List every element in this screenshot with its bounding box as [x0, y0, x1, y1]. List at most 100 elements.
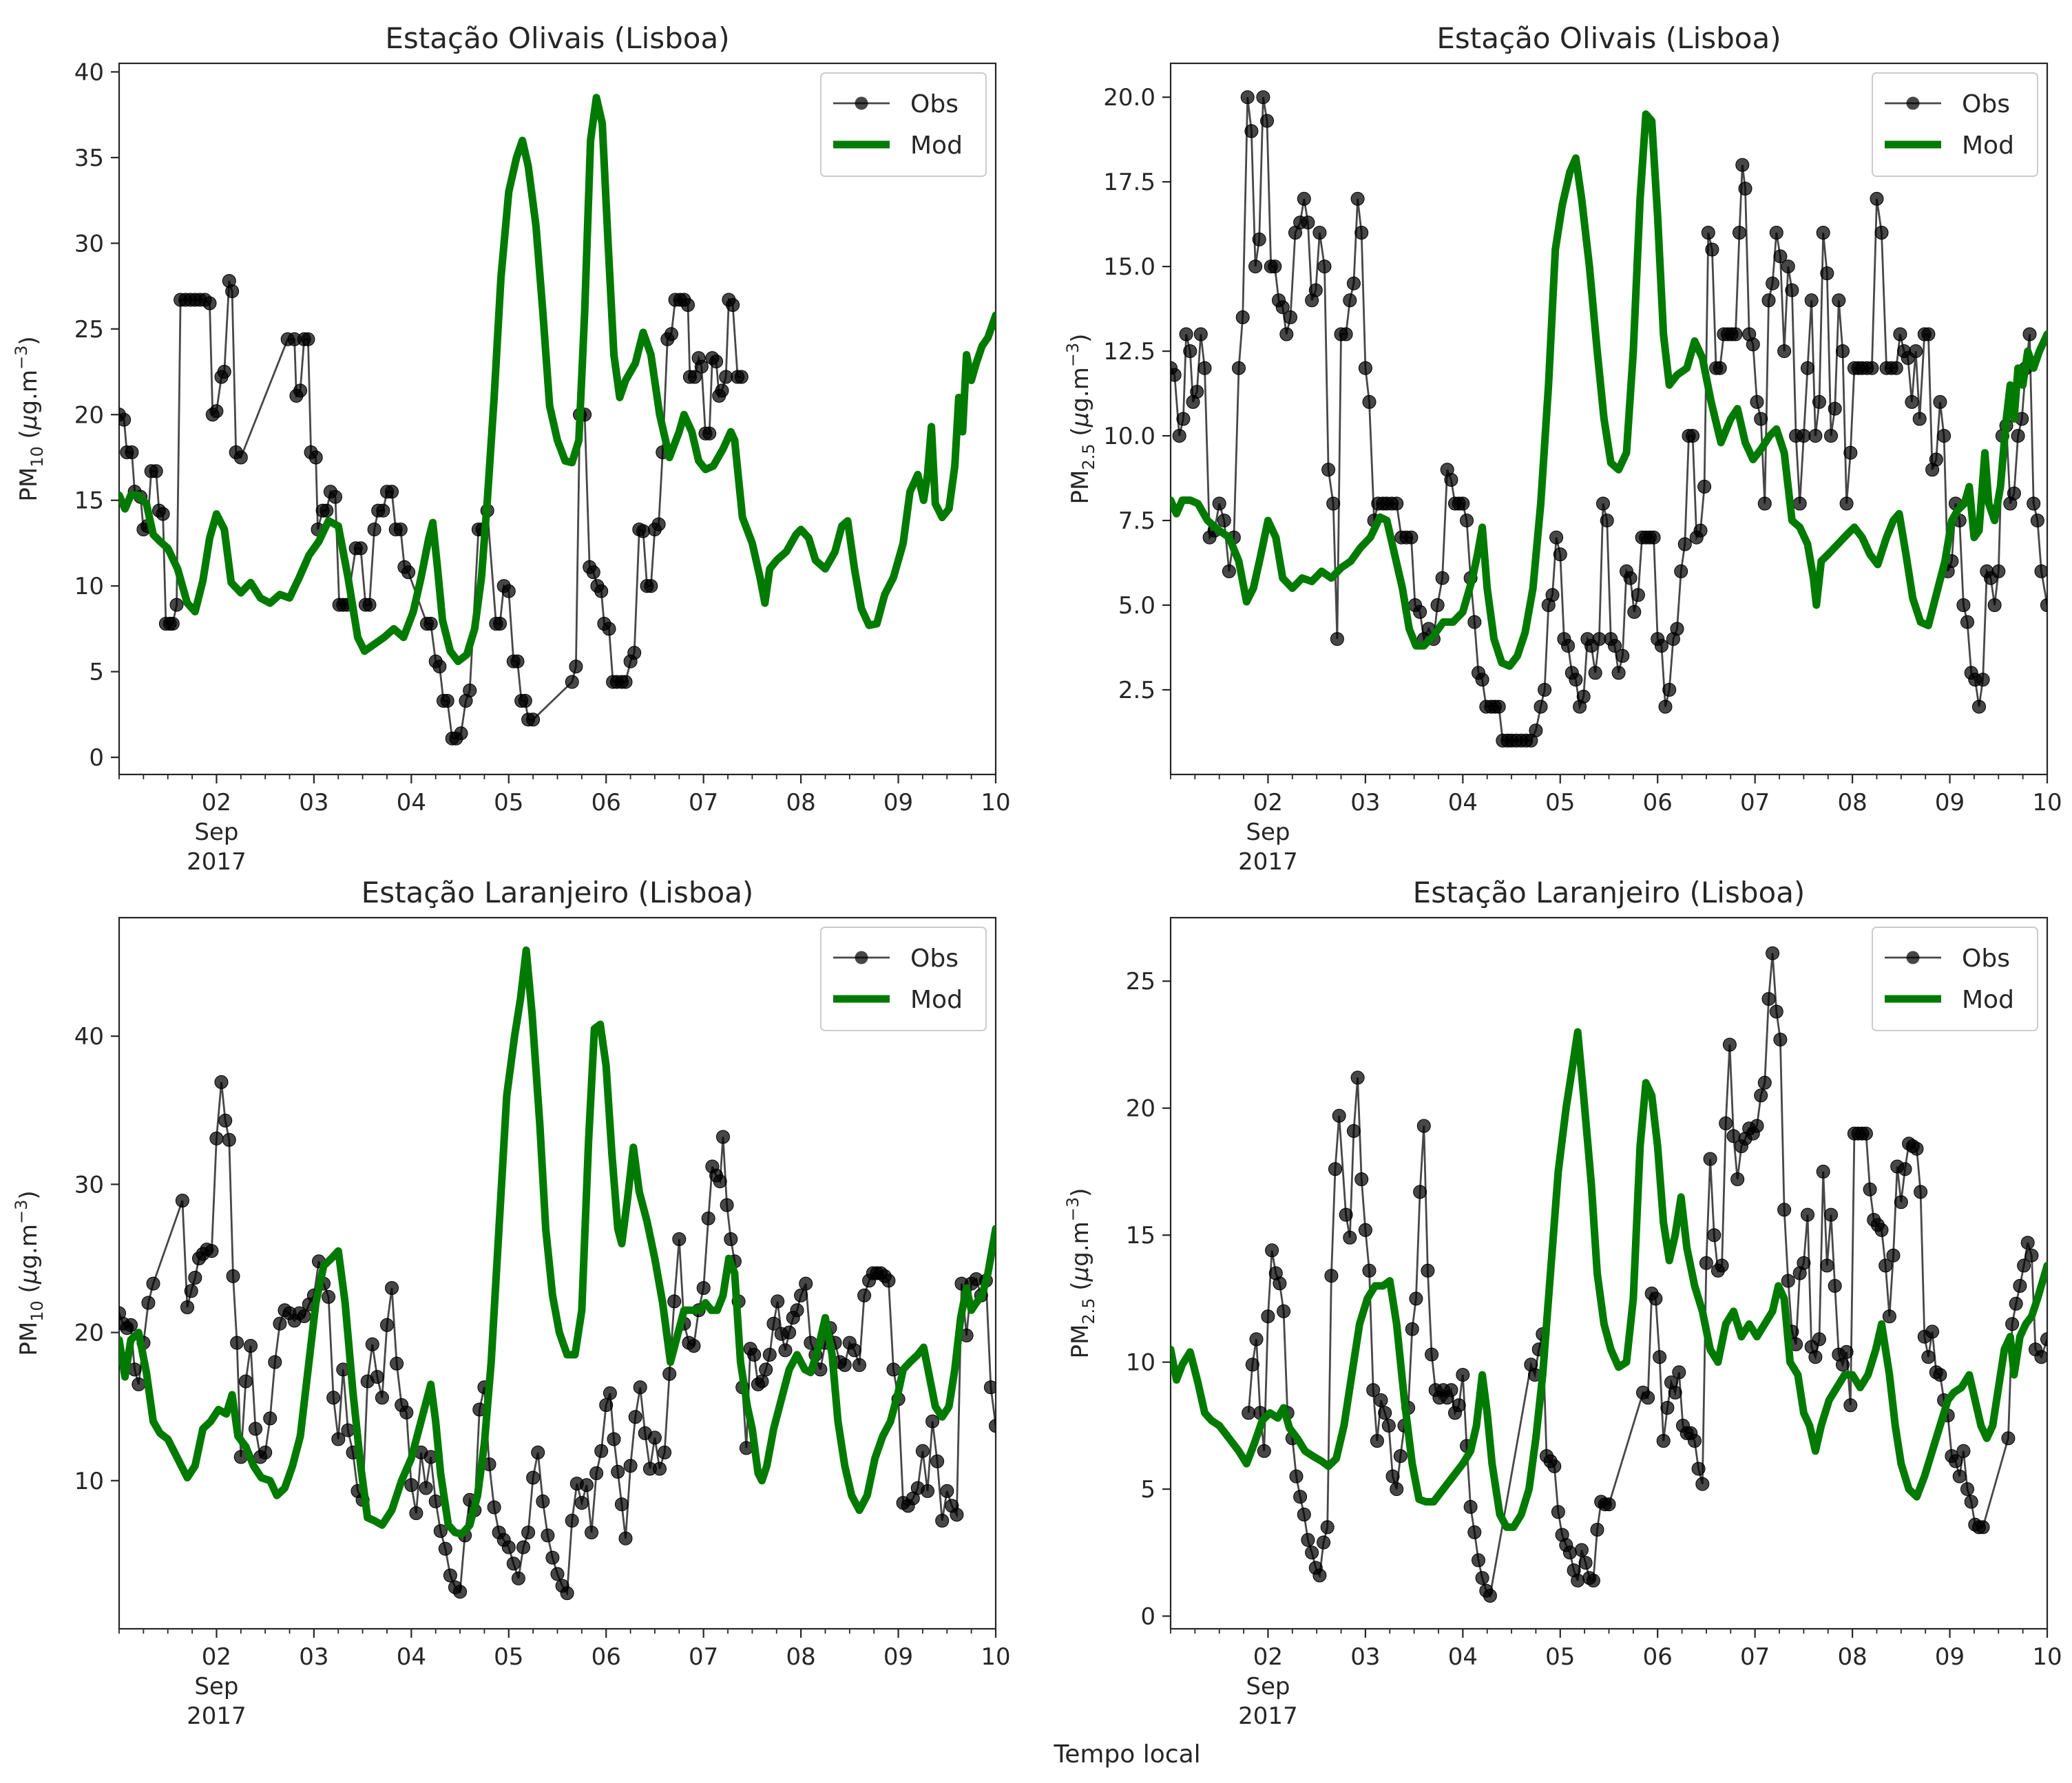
obs-point: [647, 1431, 662, 1445]
obs-point: [1409, 1291, 1423, 1306]
y-axis-label-part: −3: [12, 346, 31, 370]
obs-point: [1660, 1401, 1675, 1415]
obs-point: [1297, 1508, 1311, 1521]
obs-point: [1343, 293, 1357, 308]
obs-point: [1781, 1274, 1795, 1288]
obs-point: [1421, 1263, 1435, 1278]
obs-point: [487, 1500, 501, 1515]
obs-point: [1578, 1556, 1593, 1570]
obs-point: [1297, 191, 1311, 206]
obs-point: [1301, 215, 1315, 230]
x-tick-label: 07: [1740, 789, 1770, 816]
x-tick-label-month: Sep: [194, 1673, 238, 1700]
obs-point: [531, 1445, 545, 1459]
obs-point: [1242, 1406, 1256, 1420]
obs-point: [1590, 1523, 1604, 1537]
obs-point: [847, 1343, 861, 1358]
x-tick-label: 08: [786, 789, 815, 816]
obs-point: [1688, 1434, 1702, 1448]
obs-point: [1693, 523, 1708, 538]
x-tick-label: 09: [883, 1643, 913, 1671]
obs-point: [326, 1391, 341, 1405]
obs-point: [1615, 648, 1630, 663]
obs-point: [1797, 429, 1811, 443]
obs-point: [1670, 622, 1684, 636]
obs-point: [930, 1454, 945, 1468]
obs-point: [713, 1174, 727, 1189]
obs-point: [726, 298, 740, 312]
obs-point: [1956, 598, 1971, 612]
obs-point: [545, 1550, 560, 1565]
obs-point: [463, 684, 477, 697]
obs-point: [1381, 1418, 1396, 1433]
obs-point: [404, 1478, 419, 1492]
legend-obs-marker: [1906, 951, 1920, 964]
legend-box: [820, 927, 987, 1031]
y-axis-label-part: μ: [15, 1269, 43, 1285]
obs-point: [1312, 1568, 1327, 1583]
x-tick-label: 02: [1253, 1643, 1283, 1671]
obs-point: [2017, 1258, 2031, 1273]
legend-obs-marker: [855, 951, 868, 964]
legend-box: [1872, 927, 2038, 1031]
obs-point: [782, 1325, 797, 1340]
y-axis-label-part: (: [15, 1284, 43, 1300]
x-tick-label: 08: [786, 1643, 815, 1671]
obs-point: [1339, 327, 1353, 341]
obs-point: [1277, 1304, 1291, 1318]
obs-point: [886, 1362, 901, 1377]
y-axis-label: PM2.5 (μg.m−3): [1063, 1188, 1098, 1359]
legend-obs-label: Obs: [1962, 90, 2010, 118]
obs-point: [607, 1432, 621, 1446]
obs-point: [1256, 90, 1270, 105]
plot-area: [1171, 90, 2047, 748]
obs-point: [2040, 1332, 2047, 1347]
obs-point: [1284, 310, 1297, 324]
legend-box: [820, 72, 987, 177]
obs-point: [1390, 1482, 1404, 1497]
obs-point: [628, 1410, 642, 1424]
obs-point: [1905, 394, 1919, 409]
obs-point: [141, 1296, 156, 1310]
obs-point: [263, 1411, 278, 1426]
obs-point: [1404, 530, 1419, 545]
obs-point: [1623, 571, 1637, 585]
obs-point: [1766, 946, 1780, 960]
obs-point: [653, 1462, 667, 1476]
legend-obs-label: Obs: [910, 945, 959, 973]
obs-point: [1828, 1278, 1842, 1293]
obs-point: [1738, 182, 1752, 196]
obs-point: [1317, 260, 1332, 274]
obs-point: [1719, 1116, 1733, 1130]
obs-point: [125, 445, 139, 459]
obs-point: [602, 622, 616, 636]
obs-point: [433, 1524, 448, 1538]
obs-point: [1646, 530, 1661, 545]
y-tick-label: 5: [1140, 1476, 1155, 1504]
obs-point: [2009, 1296, 2023, 1311]
obs-point: [233, 450, 248, 465]
x-tick-label: 04: [397, 789, 426, 816]
obs-point: [1933, 394, 1947, 409]
obs-point: [1691, 1462, 1706, 1476]
obs-point: [837, 1358, 852, 1372]
y-tick-label: 35: [74, 145, 104, 172]
obs-point: [1914, 1185, 1928, 1199]
obs-point: [1279, 327, 1294, 341]
obs-point: [165, 617, 180, 631]
chart-panel-4: Estação Laranjeiro (Lisboa)051015202502S…: [1063, 876, 2062, 1730]
obs-point: [1820, 266, 1834, 280]
obs-point: [526, 713, 541, 727]
obs-point: [1346, 1123, 1361, 1138]
obs-point: [1326, 496, 1341, 511]
obs-point: [1707, 1228, 1722, 1243]
obs-point: [747, 1347, 762, 1362]
x-tick-label: 06: [1643, 1643, 1673, 1671]
obs-point: [1672, 1365, 1686, 1380]
y-axis-label-part: 2.5: [1079, 443, 1098, 470]
obs-point: [1728, 327, 1743, 341]
obs-point: [1562, 1545, 1577, 1560]
obs-point: [1893, 327, 1907, 341]
y-axis-label-part: μ: [1067, 1267, 1094, 1283]
obs-point: [1754, 1088, 1768, 1103]
